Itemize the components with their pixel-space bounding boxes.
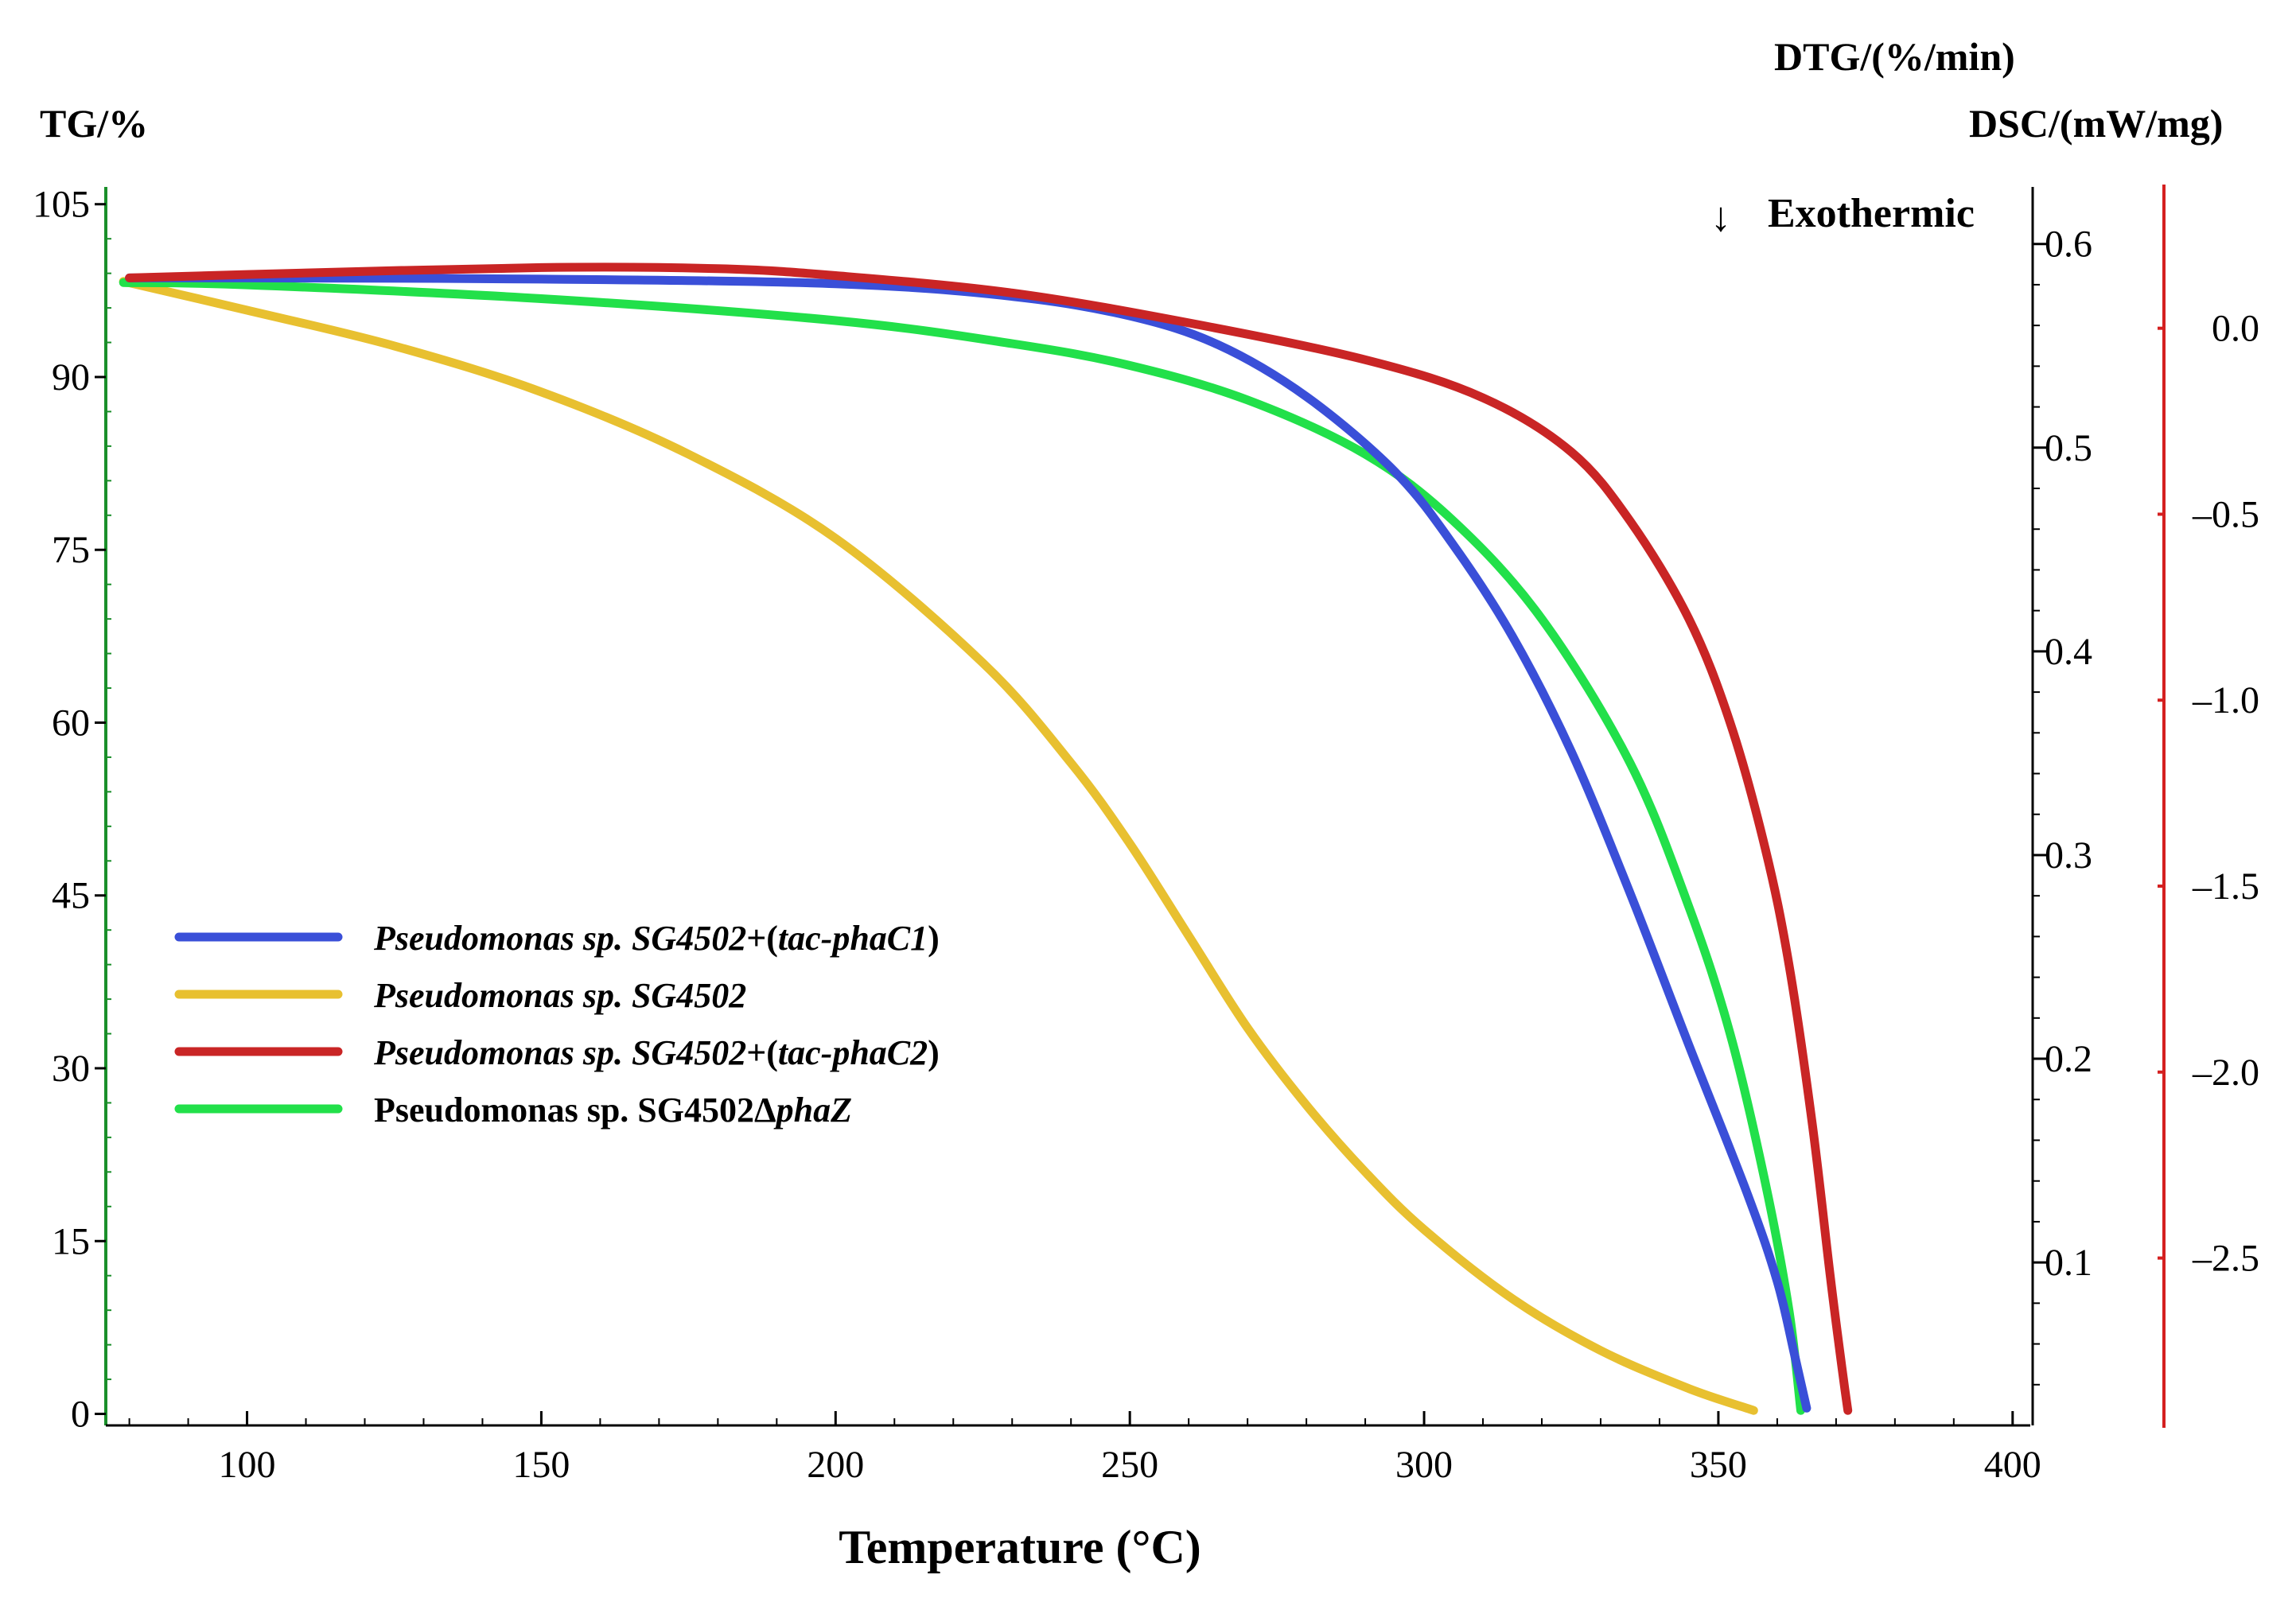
tg-tick-label: 0 bbox=[71, 1394, 90, 1436]
x-ticks: 100 150 200 250 300 350 400 bbox=[128, 1411, 2041, 1486]
legend-label-part: Pseudomonas sp. SG4502Δ bbox=[374, 1091, 776, 1130]
series-line-0 bbox=[125, 273, 1812, 1413]
x-tick-label: 250 bbox=[1101, 1444, 1158, 1486]
legend-label-part: Pseudomonas sp. SG4502 bbox=[373, 1033, 746, 1072]
legend-label-part: phaZ bbox=[773, 1091, 852, 1130]
legend-label-part: +( bbox=[746, 1033, 778, 1072]
series-line-3 bbox=[119, 278, 1805, 1415]
dtg-ticks: 0.1 0.2 0.3 0.4 0.5 0.6 bbox=[2033, 224, 2092, 1386]
legend: Pseudomonas sp. SG4502+(tac-phaC1)Pseudo… bbox=[174, 919, 940, 1130]
tg-tick-label: 45 bbox=[52, 875, 90, 917]
tg-axis: 0 15 30 45 60 75 90 105 TG/% bbox=[33, 101, 148, 1436]
dsc-tick-label: 0.0 bbox=[2212, 308, 2259, 350]
x-tick-label: 350 bbox=[1690, 1444, 1747, 1486]
exothermic-label: Exothermic bbox=[1768, 191, 1975, 236]
dsc-tick-label: –1.0 bbox=[2192, 679, 2259, 721]
dtg-axis-title: DTG/(%/min) bbox=[1774, 34, 2015, 79]
tg-ticks: 0 15 30 45 60 75 90 105 bbox=[33, 184, 111, 1436]
dsc-tick-label: –1.5 bbox=[2192, 865, 2259, 908]
dsc-tick-label: –2.5 bbox=[2192, 1238, 2259, 1280]
x-tick-label: 300 bbox=[1395, 1444, 1453, 1486]
tg-tick-label: 30 bbox=[52, 1048, 90, 1090]
tg-tick-label: 105 bbox=[33, 184, 90, 226]
x-tick-label: 400 bbox=[1984, 1444, 2041, 1486]
legend-label-1: Pseudomonas sp. SG4502 bbox=[373, 976, 746, 1015]
dtg-tick-label: 0.2 bbox=[2045, 1038, 2092, 1080]
dsc-tick-label: –0.5 bbox=[2192, 493, 2259, 535]
legend-label-part: ) bbox=[928, 1033, 940, 1072]
tg-tick-label: 90 bbox=[52, 356, 90, 399]
dtg-tick-label: 0.3 bbox=[2045, 834, 2092, 877]
dtg-tick-label: 0.4 bbox=[2045, 631, 2092, 673]
legend-label-2: Pseudomonas sp. SG4502+(tac-phaC2) bbox=[373, 1033, 940, 1072]
dtg-tick-label: 0.1 bbox=[2045, 1242, 2092, 1284]
dsc-axis: 0.0 –0.5 –1.0 –1.5 –2.0 –2.5 DSC/(mW/mg) bbox=[1969, 101, 2259, 1428]
legend-label-part: tac-phaC2 bbox=[778, 1033, 928, 1072]
tg-tick-label: 75 bbox=[52, 529, 90, 571]
dsc-axis-title: DSC/(mW/mg) bbox=[1969, 101, 2223, 146]
dsc-tick-label: –2.0 bbox=[2192, 1052, 2259, 1094]
x-axis: 100 150 200 250 300 350 400 Temperature (°C) bbox=[106, 1411, 2041, 1573]
legend-label-part: tac-phaC1 bbox=[778, 919, 928, 958]
legend-label-part: +( bbox=[746, 919, 778, 958]
dtg-axis: 0.1 0.2 0.3 0.4 0.5 0.6 DTG/(%/min) bbox=[1774, 34, 2092, 1425]
legend-label-part: Pseudomonas sp. SG4502 bbox=[373, 976, 746, 1015]
tg-axis-title: TG/% bbox=[40, 101, 148, 146]
x-tick-label: 200 bbox=[807, 1444, 864, 1486]
tg-tick-label: 60 bbox=[52, 702, 90, 744]
exothermic-annotation: ↓ Exothermic bbox=[1710, 191, 1975, 240]
x-tick-label: 100 bbox=[219, 1444, 276, 1486]
dtg-tick-label: 0.6 bbox=[2045, 224, 2092, 266]
tg-tick-label: 15 bbox=[52, 1220, 90, 1262]
down-arrow-icon: ↓ bbox=[1710, 195, 1731, 240]
x-axis-title: Temperature (°C) bbox=[839, 1521, 1201, 1573]
dtg-tick-label: 0.5 bbox=[2045, 427, 2092, 469]
series-layer bbox=[119, 262, 1853, 1415]
series-line-1 bbox=[119, 277, 1758, 1415]
legend-label-0: Pseudomonas sp. SG4502+(tac-phaC1) bbox=[373, 919, 940, 958]
series-line-2 bbox=[125, 262, 1853, 1415]
legend-label-part: Pseudomonas sp. SG4502 bbox=[373, 919, 746, 958]
legend-label-part: ) bbox=[928, 919, 940, 958]
dsc-ticks: 0.0 –0.5 –1.0 –1.5 –2.0 –2.5 bbox=[2158, 308, 2259, 1280]
x-tick-label: 150 bbox=[512, 1444, 570, 1486]
legend-label-3: Pseudomonas sp. SG4502ΔphaZ bbox=[374, 1091, 852, 1130]
